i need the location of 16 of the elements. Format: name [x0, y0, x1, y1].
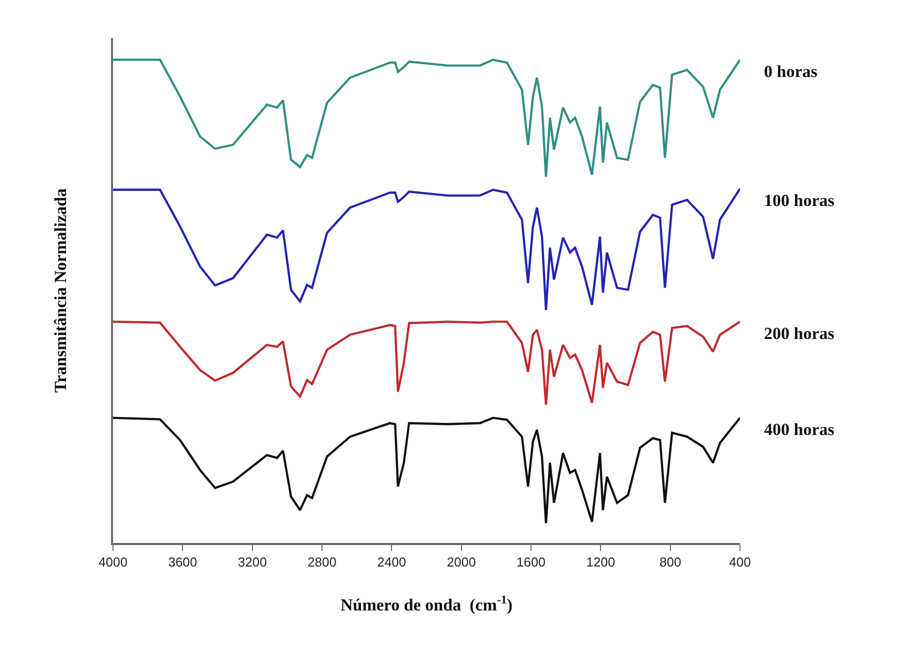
- x-tick-label: 2000: [446, 554, 476, 570]
- x-tick-label: 2400: [377, 554, 406, 570]
- series-label: 200 horas: [764, 324, 835, 343]
- series-label: 0 horas: [764, 62, 818, 81]
- x-tick-label: 800: [659, 554, 682, 570]
- x-tick-label: 3200: [238, 554, 267, 570]
- x-tick-label: 1600: [516, 554, 546, 570]
- x-tick-label: 3600: [168, 554, 198, 570]
- x-tick-label: 2800: [308, 554, 336, 570]
- x-tick-label: 4000: [98, 554, 128, 570]
- y-axis-title: Transmitância Normalizada: [51, 188, 70, 393]
- series-label: 100 horas: [764, 191, 835, 210]
- x-tick-label: 1200: [586, 554, 616, 570]
- series-label: 400 horas: [764, 420, 835, 439]
- x-axis-title: Número de onda (cm$^{-1}$): [340, 592, 513, 614]
- x-tick-label: 400: [729, 554, 751, 570]
